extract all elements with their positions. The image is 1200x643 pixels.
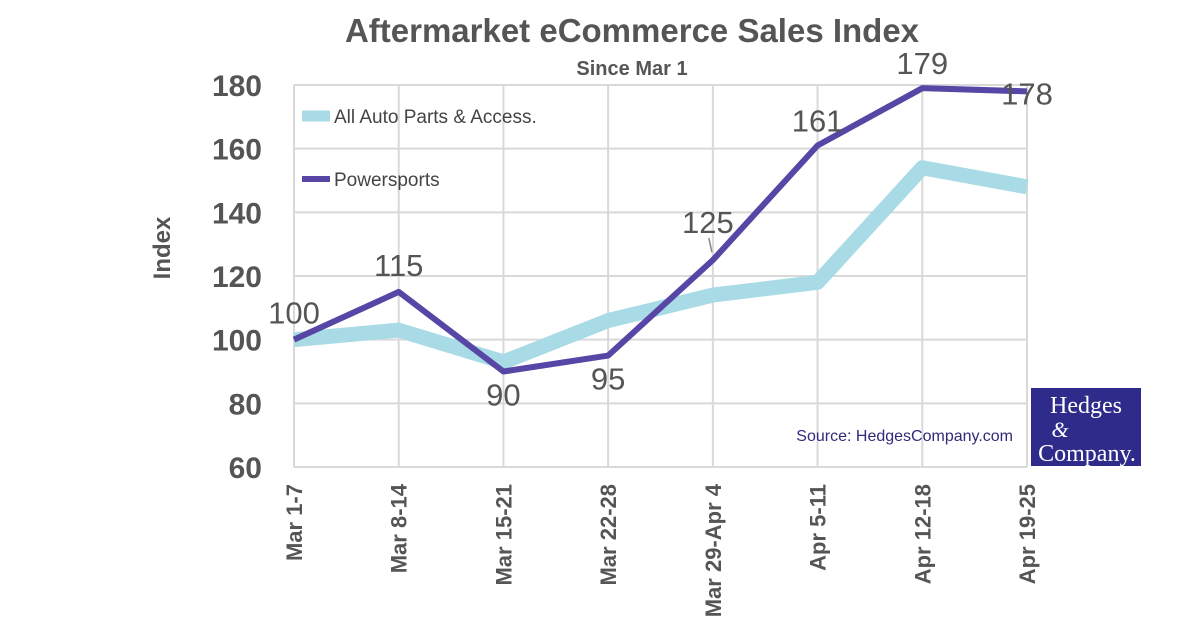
logo-background xyxy=(1031,388,1141,466)
y-tick-label: 140 xyxy=(212,197,262,230)
hedges-company-logo: Hedges & Company. xyxy=(1031,388,1141,467)
data-label-powersports: 179 xyxy=(896,46,948,81)
data-label-powersports: 115 xyxy=(374,248,423,283)
series-line-powersports xyxy=(292,85,1028,375)
source-note: Source: HedgesCompany.com xyxy=(796,428,1013,445)
y-axis-label: Index xyxy=(149,216,176,279)
logo-text-hedges: Hedges xyxy=(1050,393,1122,419)
y-tick-label: 120 xyxy=(212,261,262,294)
x-axis-ticks: Mar 1-7 Mar 8-14 Mar 15-21 Mar 22-28 Mar 29-… xyxy=(282,483,1040,617)
logo-text-company: Company. xyxy=(1038,441,1136,467)
y-tick-label: 60 xyxy=(229,452,262,485)
x-tick-label: Mar 15-21 xyxy=(491,484,516,586)
y-axis-ticks: 60 80 100 120 140 160 180 xyxy=(212,70,262,485)
data-label-powersports: 178 xyxy=(1001,76,1053,111)
data-label-powersports: 125 xyxy=(682,205,734,240)
x-tick-label: Mar 29-Apr 4 xyxy=(701,483,726,617)
legend-label: Powersports xyxy=(334,170,440,191)
y-tick-label: 100 xyxy=(212,325,262,358)
legend-label: All Auto Parts & Access. xyxy=(334,107,537,128)
x-tick-label: Mar 8-14 xyxy=(387,483,412,573)
data-label-powersports: 161 xyxy=(792,103,844,138)
legend: All Auto Parts & Access. Powersports xyxy=(302,107,537,191)
data-labels: 100 115 90 95 125 161 179 178 xyxy=(268,46,1053,412)
logo-ampersand: & xyxy=(1051,417,1069,442)
y-tick-label: 180 xyxy=(212,70,262,103)
series-lines xyxy=(292,85,1029,375)
x-tick-label: Apr 12-18 xyxy=(910,484,935,584)
chart-title: Aftermarket eCommerce Sales Index xyxy=(345,12,920,49)
y-tick-label: 160 xyxy=(212,134,262,167)
data-label-powersports: 90 xyxy=(486,378,520,413)
x-tick-label: Apr 19-25 xyxy=(1015,484,1040,584)
chart-subtitle: Since Mar 1 xyxy=(576,58,687,80)
data-label-powersports: 100 xyxy=(268,296,320,331)
x-tick-label: Mar 22-28 xyxy=(596,484,621,586)
x-tick-label: Mar 1-7 xyxy=(282,484,307,561)
data-label-powersports: 95 xyxy=(591,362,625,397)
y-tick-label: 80 xyxy=(229,388,262,421)
data-label-leader-line xyxy=(708,237,713,253)
x-tick-label: Apr 5-11 xyxy=(806,484,831,571)
